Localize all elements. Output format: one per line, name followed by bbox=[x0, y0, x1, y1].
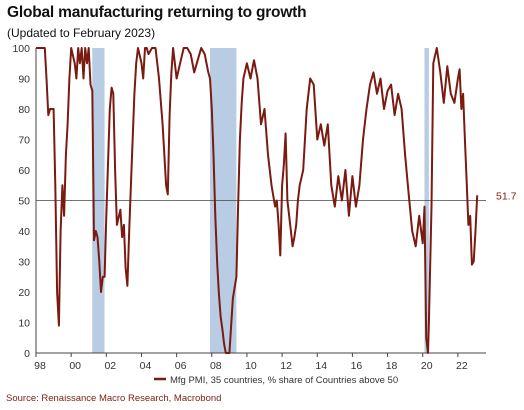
x-tick-label: 18 bbox=[386, 360, 398, 372]
x-tick-label: 08 bbox=[210, 360, 222, 372]
x-tick-label: 98 bbox=[34, 360, 46, 372]
x-tick-label: 04 bbox=[140, 360, 152, 372]
y-tick-label: 20 bbox=[18, 287, 30, 299]
x-tick-label: 14 bbox=[315, 360, 327, 372]
y-tick-label: 30 bbox=[18, 257, 30, 269]
x-tick-label: 06 bbox=[175, 360, 187, 372]
last-value-label: 51.7 bbox=[496, 191, 517, 203]
x-tick-label: 12 bbox=[280, 360, 292, 372]
y-tick-label: 60 bbox=[18, 165, 30, 177]
y-tick-label: 10 bbox=[18, 318, 30, 330]
y-tick-label: 40 bbox=[18, 226, 30, 238]
x-tick-label: 02 bbox=[104, 360, 116, 372]
y-tick-label: 70 bbox=[18, 135, 30, 147]
legend-label: Mfg PMI, 35 countries, % share of Countr… bbox=[170, 375, 398, 386]
chart-subtitle: (Updated to February 2023) bbox=[7, 26, 156, 40]
x-tick-label: 10 bbox=[245, 360, 257, 372]
y-tick-label: 80 bbox=[18, 104, 30, 116]
source-note: Source: Renaissance Macro Research, Macr… bbox=[6, 393, 222, 404]
x-tick-label: 20 bbox=[421, 360, 433, 372]
x-tick-label: 22 bbox=[456, 360, 468, 372]
chart-title: Global manufacturing returning to growth bbox=[7, 4, 307, 21]
x-tick-label: 00 bbox=[69, 360, 81, 372]
y-tick-label: 100 bbox=[12, 43, 30, 55]
x-tick-label: 16 bbox=[351, 360, 363, 372]
y-tick-label: 90 bbox=[18, 74, 30, 86]
y-tick-label: 0 bbox=[24, 348, 30, 360]
series-line bbox=[36, 47, 479, 354]
y-tick-label: 50 bbox=[18, 196, 30, 208]
